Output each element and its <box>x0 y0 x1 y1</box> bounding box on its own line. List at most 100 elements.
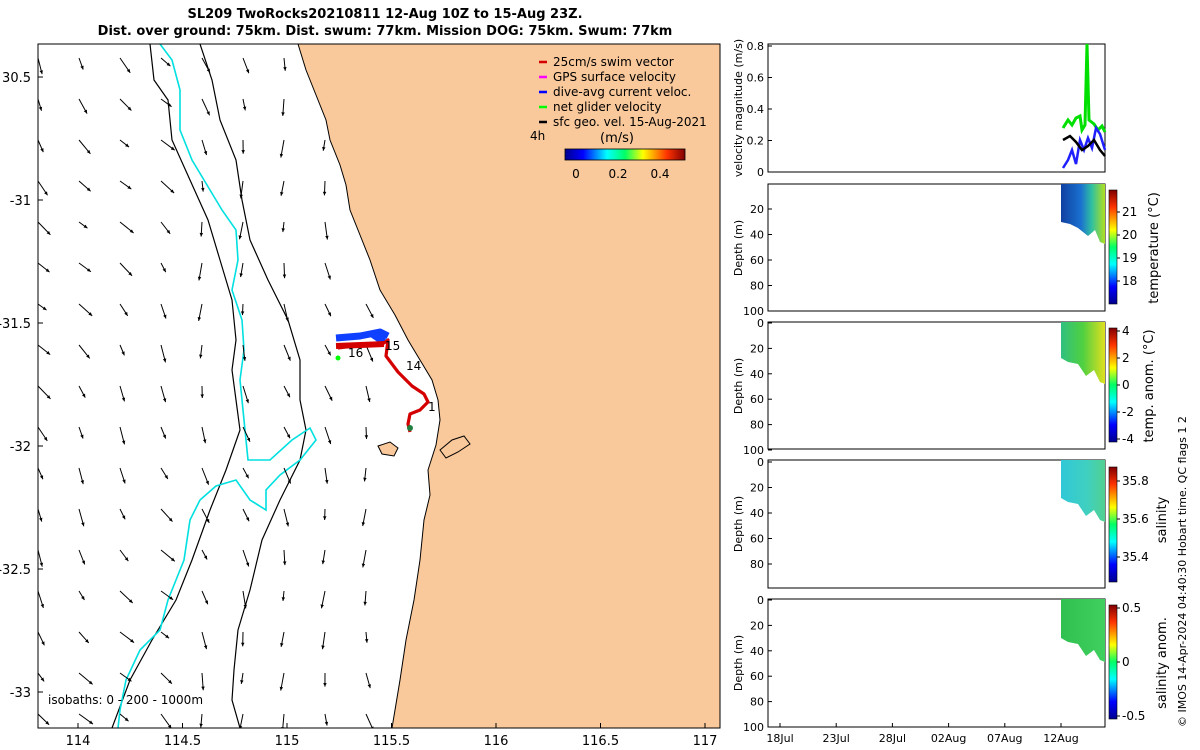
current-vector-head <box>327 351 331 356</box>
panel-ytick-label: 40 <box>750 368 764 381</box>
current-vector-head <box>199 723 203 728</box>
current-vector-head <box>89 720 93 725</box>
longitude-ticks: 114 114.5 115 115.5 116 116.5 117 <box>66 723 718 749</box>
colorbar-tick-label: -0.5 <box>1122 709 1145 723</box>
current-vector-head <box>286 393 290 398</box>
time-tick-label: 23Jul <box>823 732 850 745</box>
current-vector-head <box>279 153 284 158</box>
current-vector-head <box>128 271 133 276</box>
current-vector-head <box>165 634 170 639</box>
time-axis: 18Jul 23Jul 28Jul 02Aug 07Aug 12Aug <box>766 723 1079 745</box>
lat-tick-label: -31 <box>10 194 31 209</box>
temp-anomaly-yticks: 0 20 40 60 80 100 <box>743 317 772 457</box>
legend-item-label: net glider velocity <box>553 100 661 114</box>
current-vector-head <box>287 479 291 484</box>
current-vector-head <box>242 357 247 361</box>
colorbar-tick-label: -2 <box>1122 405 1134 419</box>
current-vector-head <box>245 399 249 404</box>
colorbar-tick-label: 18 <box>1122 274 1137 288</box>
current-vector-head <box>129 229 134 233</box>
current-vector-head <box>81 522 85 527</box>
current-vector-head <box>83 224 88 229</box>
lon-tick-label: 117 <box>693 734 718 749</box>
salinity-anomaly-yticks: 0 20 40 60 80 100 <box>743 594 772 734</box>
current-vector-head <box>363 477 367 482</box>
current-vector-head <box>40 677 45 682</box>
colorbar-tick-label: 35.8 <box>1122 474 1149 488</box>
current-vector-head <box>197 276 202 281</box>
current-vector <box>282 713 285 728</box>
colorbar-tick-label: 21 <box>1122 205 1137 219</box>
current-vector-head <box>321 645 325 650</box>
current-vector-head <box>282 561 287 566</box>
current-vector-head <box>280 643 284 647</box>
colorbar-tick-label: 0.5 <box>1122 601 1141 615</box>
lat-tick-label: -31.5 <box>0 317 31 332</box>
current-vector-head <box>322 146 326 151</box>
current-vector-head <box>204 600 208 605</box>
current-vector-head <box>241 642 245 647</box>
colorbar-tick-0: 0 <box>572 167 580 181</box>
colorbar-tick-label: 20 <box>1122 228 1137 242</box>
current-vector-head <box>197 317 202 321</box>
lat-tick-label: -32.5 <box>0 563 31 578</box>
current-vector-head <box>127 185 132 190</box>
current-vector-head <box>124 311 128 316</box>
current-vector-head <box>162 358 167 363</box>
temp-anomaly-ylabel: Depth (m) <box>732 358 745 414</box>
current-vector-head <box>203 645 208 650</box>
current-vector-head <box>206 111 210 116</box>
current-vector-head <box>281 228 285 233</box>
legend-item-label: 25cm/s swim vector <box>553 55 674 69</box>
current-vector-head <box>203 151 208 155</box>
time-marker: 4h <box>530 129 545 143</box>
isobaths-label: isobaths: 0 - 200 - 1000m <box>48 693 203 707</box>
current-vector-head <box>245 474 249 479</box>
figure-title: SL209 TwoRocks20210811 12-Aug 10Z to 15-… <box>40 6 730 40</box>
current-vector-head <box>367 684 371 689</box>
salinity-anomaly-panel: Depth (m) 0 20 40 60 80 100 0.5 0 -0.5 salinity… <box>732 594 1170 734</box>
current-vector-head <box>85 639 89 643</box>
panel-ytick-label: 0 <box>757 166 764 179</box>
colorbar-tick-label: 19 <box>1122 251 1137 265</box>
current-vector-head <box>46 230 51 235</box>
lat-tick-label: -33 <box>10 686 31 701</box>
current-vector-head <box>280 191 284 196</box>
salinity-anomaly-colorbar-ticks: 0.5 0 -0.5 <box>1117 601 1145 723</box>
current-vector-head <box>201 187 205 192</box>
current-vector-head <box>325 479 329 484</box>
current-vector-head <box>199 232 204 237</box>
current-vector-head <box>364 435 369 439</box>
current-vector-head <box>80 480 84 485</box>
current-vector-head <box>124 717 129 722</box>
panel-ytick-label: 80 <box>750 696 764 709</box>
surface-current-vectors <box>38 57 374 728</box>
current-vector-head <box>322 191 327 196</box>
current-vector-head <box>283 67 287 71</box>
panel-ytick-label: 40 <box>750 229 764 242</box>
time-tick-label: 07Aug <box>987 732 1022 745</box>
current-vector-head <box>82 393 86 398</box>
current-vector-head <box>241 150 245 154</box>
island <box>377 441 399 457</box>
lon-tick-label: 115.5 <box>373 734 410 749</box>
current-vector-head <box>45 268 50 273</box>
salinity-cb-label: salinity <box>1155 496 1170 543</box>
temperature-ylabel: Depth (m) <box>732 220 745 276</box>
current-vector-head <box>169 596 174 600</box>
panel-ytick-label: 80 <box>750 280 764 293</box>
current-vector-head <box>127 106 132 111</box>
colorbar-tick-label: 35.6 <box>1122 512 1149 526</box>
current-vector-head <box>327 440 332 445</box>
current-vector-head <box>361 563 366 568</box>
current-vector-head <box>245 517 250 522</box>
current-vector-head <box>81 560 86 565</box>
current-vector-head <box>282 274 287 279</box>
panel-ytick-label: 0 <box>757 594 764 607</box>
panel-ytick-label: 0.8 <box>747 40 765 53</box>
current-vector-head <box>121 351 125 356</box>
current-vector-head <box>80 434 84 439</box>
current-vector-head <box>287 356 291 361</box>
isobath-200 <box>199 44 307 728</box>
glider-track <box>335 328 430 433</box>
